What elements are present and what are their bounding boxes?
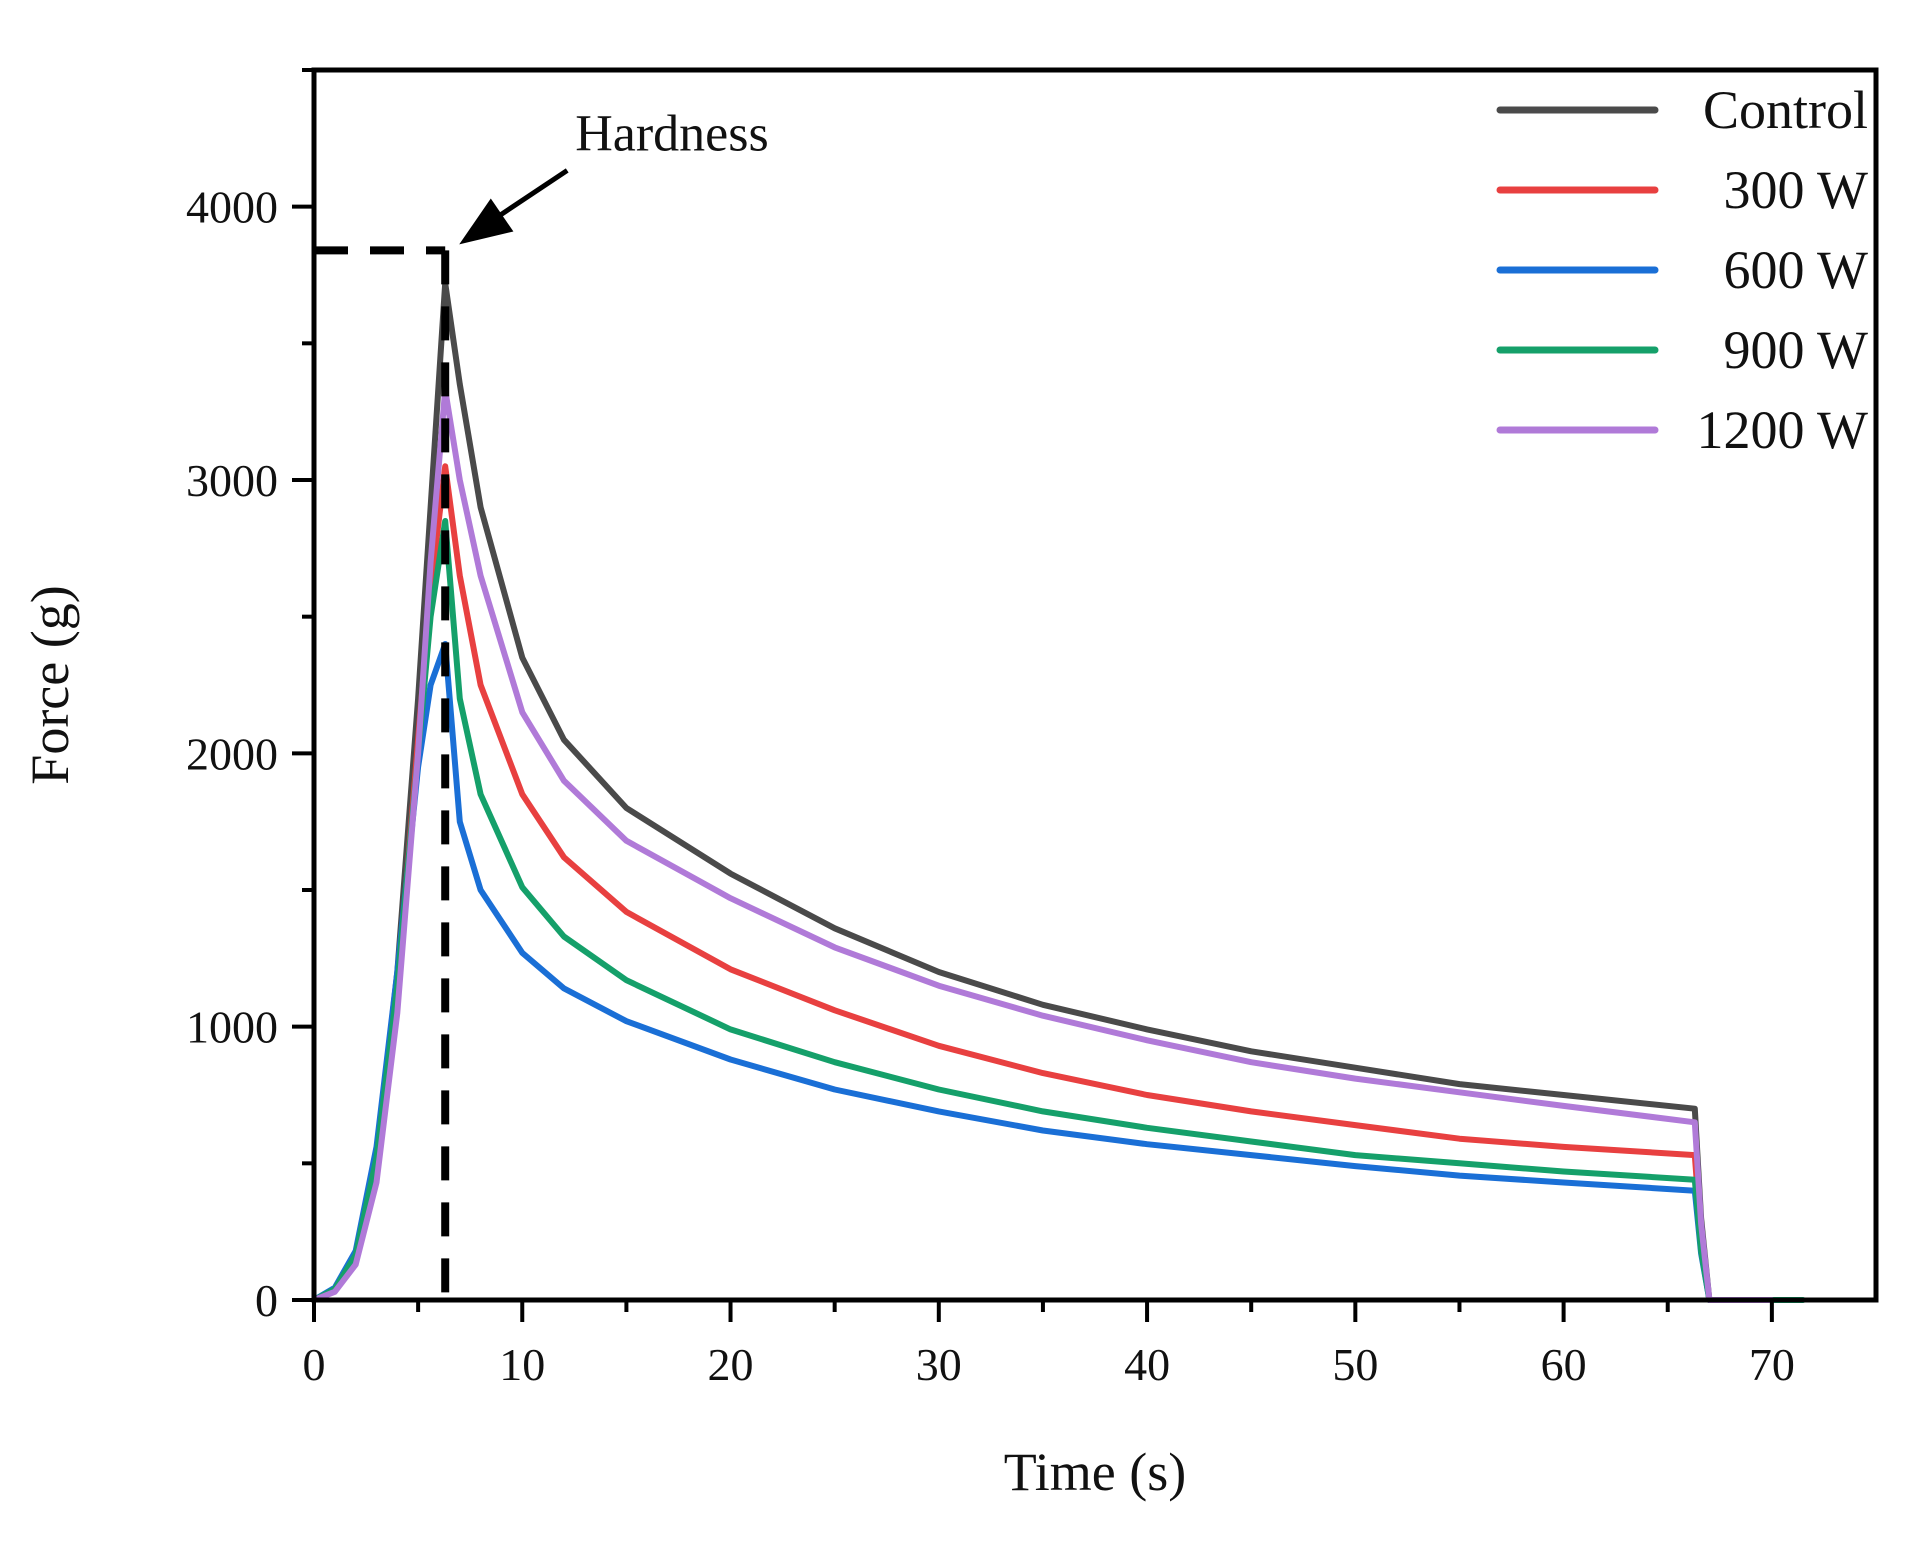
y-tick-label: 0	[255, 1275, 278, 1326]
legend: Control 300 W 600 W 900 W 1200 W	[1496, 80, 1869, 460]
y-axis-title: Force (g)	[20, 585, 80, 784]
x-tick-label: 40	[1124, 1339, 1170, 1390]
x-axis-title: Time (s)	[1004, 1442, 1187, 1502]
y-tick-label: 4000	[186, 182, 278, 233]
x-tick-label: 20	[708, 1339, 754, 1390]
x-tick-label: 70	[1749, 1339, 1795, 1390]
hardness-arrow	[487, 168, 569, 225]
series-line-600-w	[311, 641, 1775, 1303]
ticks: 0 10 20 30 40 50 60 70 0 1000 2000 3000 4000	[186, 68, 1795, 1390]
plot-area	[311, 280, 1807, 1303]
x-tick-label: 0	[303, 1339, 326, 1390]
x-tick-label: 60	[1541, 1339, 1587, 1390]
legend-label: 1200 W	[1697, 400, 1869, 460]
legend-label: 300 W	[1724, 160, 1869, 220]
y-tick-label: 2000	[186, 728, 278, 779]
series-line-300-w	[311, 463, 1775, 1303]
plot-frame	[311, 67, 1879, 1303]
x-tick-label: 10	[499, 1339, 545, 1390]
x-tick-label: 30	[916, 1339, 962, 1390]
legend-label: Control	[1703, 80, 1868, 140]
hardness-annotation: Hardness	[314, 105, 769, 1300]
hardness-label: Hardness	[575, 105, 769, 162]
y-tick-label: 3000	[186, 455, 278, 506]
axes	[311, 67, 1879, 1303]
legend-label: 600 W	[1724, 240, 1869, 300]
legend-label: 900 W	[1724, 320, 1869, 380]
x-tick-label: 50	[1332, 1339, 1378, 1390]
hardness-arrowhead	[459, 198, 514, 245]
y-tick-label: 1000	[186, 1002, 278, 1053]
series-line-1200-w	[311, 386, 1775, 1303]
